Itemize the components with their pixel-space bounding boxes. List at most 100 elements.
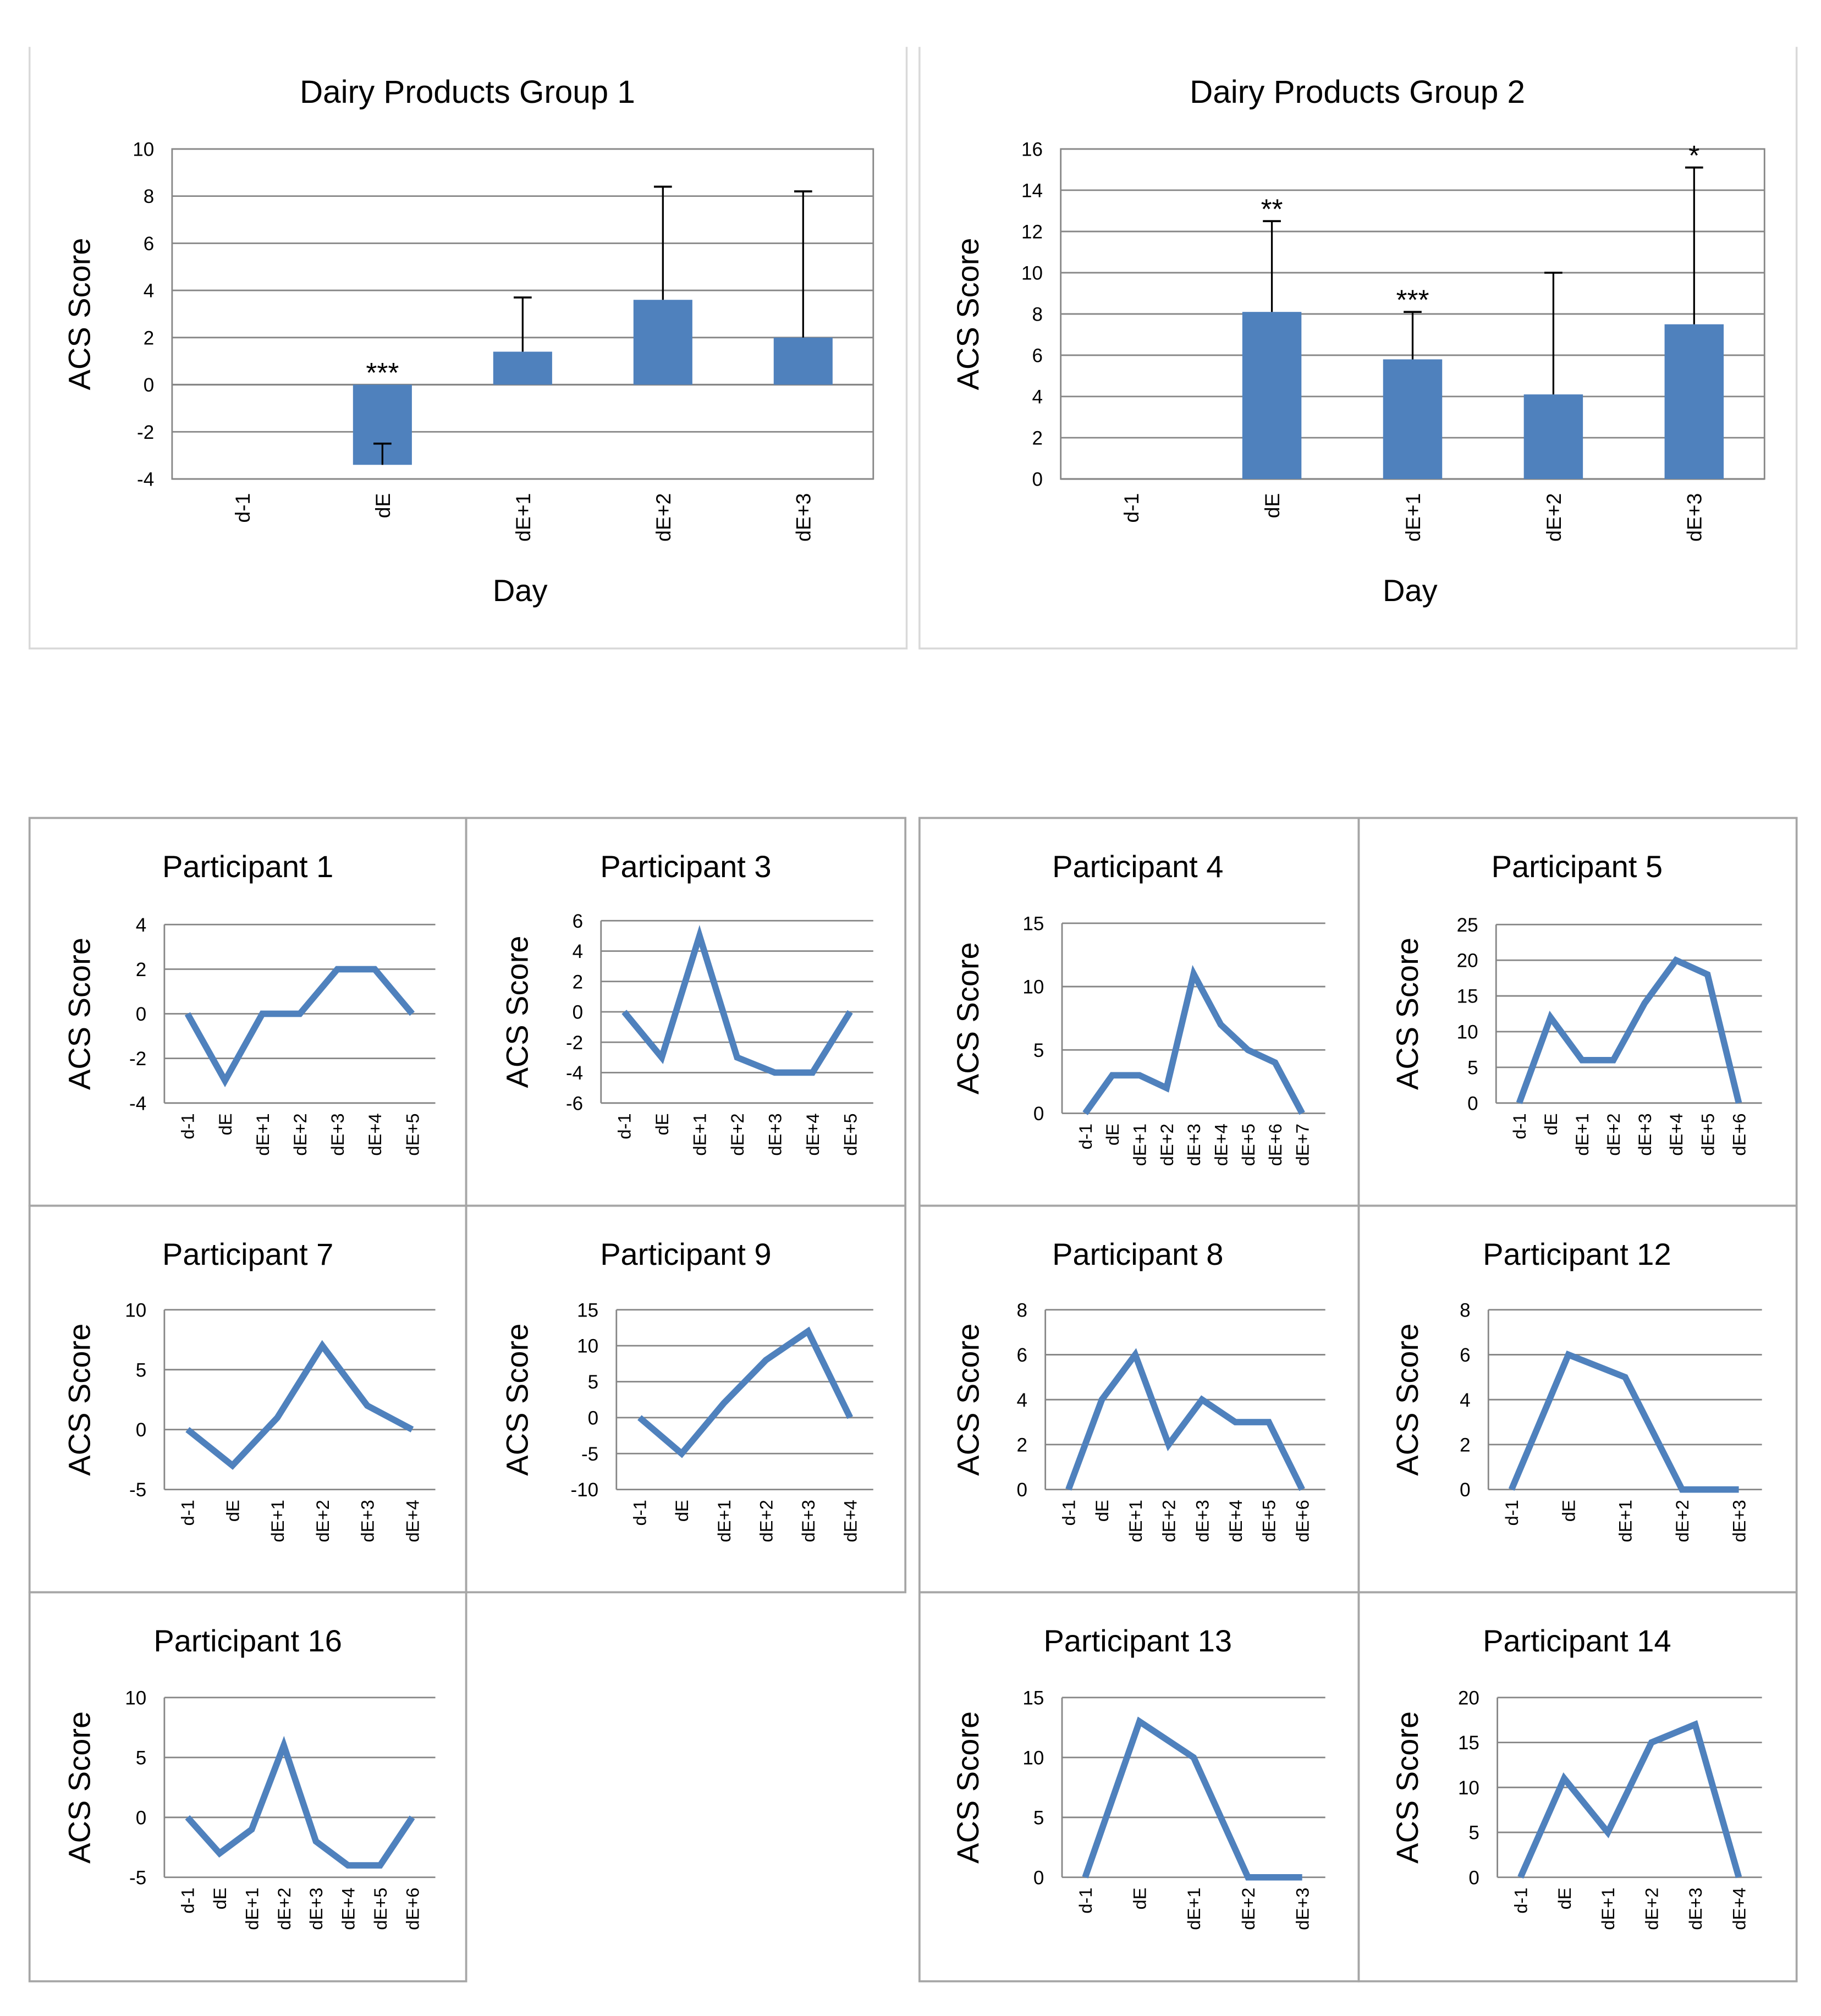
y-axis-label: ACS Score	[62, 938, 96, 1090]
x-tick-label: dE+1	[1125, 1500, 1146, 1542]
x-tick-label: dE+3	[792, 493, 815, 542]
x-tick-label: dE+2	[290, 1113, 310, 1155]
y-tick-label: 14	[1021, 180, 1043, 202]
y-axis-label: ACS Score	[1390, 1324, 1424, 1476]
chart-frame	[28, 1591, 467, 1982]
y-tick-label: 4	[1016, 1390, 1027, 1411]
x-tick-label: dE+2	[1642, 1887, 1662, 1930]
chart-title: Participant 5	[1492, 849, 1663, 884]
y-tick-label: 8	[1460, 1299, 1470, 1321]
x-tick-label: dE	[1558, 1500, 1578, 1522]
y-tick-label: 10	[577, 1336, 598, 1357]
y-tick-label: -10	[570, 1479, 598, 1501]
bar	[773, 337, 833, 385]
y-tick-label: 5	[1033, 1807, 1044, 1828]
y-tick-label: 6	[144, 233, 154, 255]
x-tick-label: d-1	[1510, 1887, 1531, 1913]
x-tick-label: dE+3	[1292, 1887, 1312, 1930]
x-tick-label: d-1	[1120, 493, 1143, 523]
bar	[493, 351, 552, 385]
y-tick-label: 2	[1016, 1435, 1027, 1456]
y-axis-label: ACS Score	[62, 1324, 96, 1476]
x-tick-label: dE+3	[1192, 1500, 1212, 1542]
y-tick-label: 2	[144, 327, 154, 349]
chart-7: Participant 7 -5 0 5 10 ACS Score d-1 dE dE+1 dE+…	[28, 1204, 467, 1594]
series-line	[1516, 956, 1742, 1104]
series-line	[1517, 1720, 1742, 1879]
x-tick-label: dE+4	[402, 1500, 422, 1542]
chart-title: Participant 4	[1052, 849, 1223, 884]
x-tick-label: dE	[210, 1887, 230, 1909]
y-tick-label: 10	[1021, 263, 1043, 284]
x-tick-label: dE+7	[1292, 1123, 1312, 1166]
x-tick-label: dE+4	[1211, 1123, 1231, 1166]
y-tick-label: 0	[1032, 469, 1043, 491]
y-tick-label: 5	[588, 1371, 598, 1393]
x-tick-label: dE+3	[306, 1887, 326, 1930]
chart-title: Participant 1	[162, 849, 333, 884]
x-tick-label: dE+2	[1542, 493, 1565, 542]
chart-13: Participant 14 0 5 10 15 20 ACS Score d-1 dE dE+1…	[1357, 1591, 1798, 1982]
y-tick-label: 20	[1457, 950, 1478, 972]
y-tick-label: 15	[1458, 1732, 1479, 1754]
significance-marker: ***	[366, 357, 399, 388]
y-tick-label: 0	[1468, 1867, 1479, 1888]
chart-title: Dairy Products Group 2	[1190, 74, 1525, 110]
x-tick-label: d-1	[178, 1113, 198, 1139]
chart-title: Participant 12	[1483, 1237, 1671, 1271]
chart-title: Participant 8	[1052, 1237, 1223, 1271]
x-tick-label: d-1	[178, 1500, 198, 1525]
x-tick-label: dE	[215, 1113, 235, 1135]
x-tick-label: dE+1	[241, 1887, 262, 1930]
x-tick-label: dE+3	[1184, 1123, 1204, 1166]
chart-9: Participant 8 0 2 4 6 8 ACS Score d-1 dE dE+1 dE+2…	[918, 1204, 1360, 1594]
chart-8: Participant 9 -10 -5 0 5 10 15 ACS Score d-1 dE dE…	[465, 1204, 907, 1594]
y-tick-label: 0	[1467, 1093, 1478, 1114]
y-tick-label: 0	[136, 1004, 146, 1025]
x-axis-label: Day	[493, 573, 548, 608]
y-tick-label: 10	[133, 139, 154, 161]
y-tick-label: 15	[1022, 913, 1044, 935]
x-tick-label: dE+2	[1159, 1500, 1179, 1542]
significance-marker: **	[1261, 193, 1283, 224]
y-tick-label: 10	[125, 1299, 146, 1321]
y-tick-label: 2	[1032, 428, 1043, 449]
y-tick-label: -2	[137, 422, 154, 443]
y-tick-label: 0	[573, 1002, 583, 1023]
y-axis-label: ACS Score	[1390, 1711, 1424, 1864]
x-tick-label: dE+5	[1259, 1500, 1279, 1542]
x-tick-label: dE+1	[511, 493, 535, 542]
x-tick-label: dE+2	[1672, 1500, 1692, 1542]
y-tick-label: 25	[1457, 915, 1478, 936]
chart-frame	[1357, 1591, 1798, 1982]
y-tick-label: 5	[1033, 1040, 1044, 1061]
x-tick-label: d-1	[1075, 1887, 1096, 1913]
x-tick-label: d-1	[1075, 1123, 1096, 1149]
y-tick-label: 0	[136, 1419, 146, 1441]
y-axis-label: ACS Score	[950, 238, 985, 390]
x-tick-label: dE+4	[1225, 1500, 1246, 1542]
x-tick-label: dE	[1102, 1123, 1123, 1145]
y-tick-label: 10	[1022, 1747, 1044, 1769]
significance-marker: ***	[1396, 284, 1429, 316]
x-tick-label: d-1	[614, 1113, 635, 1139]
x-tick-label: d-1	[178, 1887, 198, 1913]
chart-title: Participant 7	[162, 1237, 333, 1271]
y-tick-label: 2	[1460, 1435, 1470, 1456]
x-axis-label: Day	[1383, 573, 1438, 608]
x-tick-label: dE	[1092, 1500, 1112, 1522]
x-tick-label: dE+6	[402, 1887, 422, 1930]
chart-12: Participant 13 0 5 10 15 ACS Score d-1 dE dE+1 dE…	[918, 1591, 1360, 1982]
x-tick-label: dE+1	[1129, 1123, 1149, 1166]
chart-title: Participant 3	[600, 849, 771, 884]
y-axis-label: ACS Score	[950, 942, 985, 1094]
x-tick-label: dE+1	[1401, 493, 1424, 542]
x-tick-label: dE+5	[1238, 1123, 1258, 1166]
series-line	[1065, 1348, 1305, 1491]
y-tick-label: 0	[1033, 1867, 1044, 1888]
y-tick-label: 12	[1021, 222, 1043, 243]
x-tick-label: dE	[1261, 493, 1284, 519]
y-tick-label: -4	[129, 1093, 146, 1114]
y-tick-label: 2	[136, 959, 146, 981]
y-tick-label: 8	[144, 186, 154, 207]
